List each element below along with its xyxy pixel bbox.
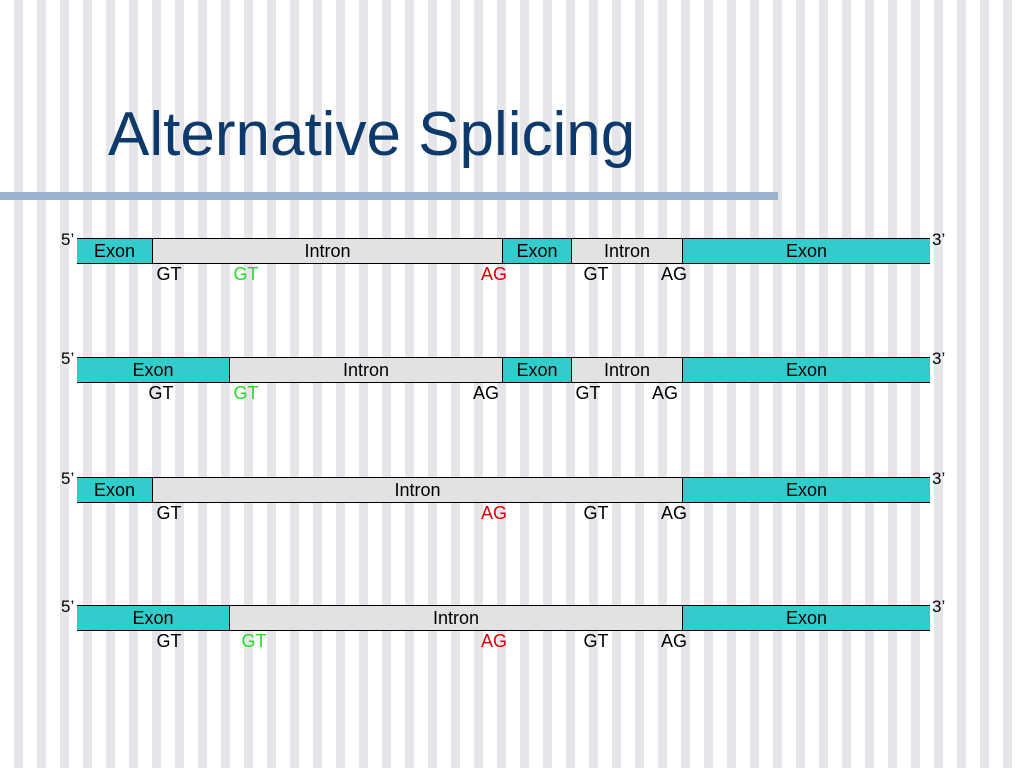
- five-prime-label: 5’: [61, 349, 75, 368]
- pre-mrna-strand: Exon Intron Exon Intron Exon: [77, 238, 930, 264]
- splice-site-gt: GT: [241, 631, 267, 651]
- splice-site-ag: AG: [472, 383, 500, 403]
- exon-segment: Exon: [683, 478, 930, 502]
- slide-title: Alternative Splicing: [108, 100, 636, 169]
- splice-site-gt: GT: [233, 264, 259, 284]
- gene-row-2: 5’ 3’ Exon Intron Exon Intron Exon GT GT AG GT AG: [0, 349, 1024, 419]
- splice-site-ag: AG: [660, 631, 688, 651]
- exon-segment: Exon: [503, 239, 572, 263]
- three-prime-label: 3’: [932, 349, 946, 368]
- exon-segment: Exon: [503, 358, 572, 382]
- splice-site-gt: GT: [233, 383, 259, 403]
- gene-row-1: 5’ 3’ Exon Intron Exon Intron Exon GT GT AG GT AG: [0, 230, 1024, 300]
- splice-site-gt: GT: [156, 631, 182, 651]
- pre-mrna-strand: Exon Intron Exon Intron Exon: [77, 357, 930, 383]
- five-prime-label: 5’: [61, 597, 75, 616]
- exon-segment: Exon: [683, 358, 930, 382]
- splice-site-ag: AG: [480, 503, 508, 523]
- splice-site-gt: GT: [583, 264, 609, 284]
- intron-segment: Intron: [572, 239, 683, 263]
- pre-mrna-strand: Exon Intron Exon: [77, 477, 930, 503]
- intron-segment: Intron: [572, 358, 683, 382]
- intron-segment: Intron: [230, 606, 683, 630]
- intron-segment: Intron: [153, 478, 683, 502]
- splice-site-ag: AG: [480, 264, 508, 284]
- exon-segment: Exon: [683, 239, 930, 263]
- gene-row-3: 5’ 3’ Exon Intron Exon GT AG GT AG: [0, 469, 1024, 539]
- pre-mrna-strand: Exon Intron Exon: [77, 605, 930, 631]
- three-prime-label: 3’: [932, 469, 946, 488]
- splice-site-ag: AG: [651, 383, 679, 403]
- splice-site-gt: GT: [583, 503, 609, 523]
- exon-segment: Exon: [77, 478, 153, 502]
- five-prime-label: 5’: [61, 469, 75, 488]
- splice-site-gt: GT: [583, 631, 609, 651]
- title-underline: [0, 192, 778, 200]
- splice-site-gt: GT: [148, 383, 174, 403]
- three-prime-label: 3’: [932, 597, 946, 616]
- splice-site-gt: GT: [575, 383, 601, 403]
- splice-site-ag: AG: [660, 503, 688, 523]
- exon-segment: Exon: [77, 358, 230, 382]
- gene-row-4: 5’ 3’ Exon Intron Exon GT GT AG GT AG: [0, 597, 1024, 667]
- five-prime-label: 5’: [61, 230, 75, 249]
- splice-site-gt: GT: [156, 264, 182, 284]
- exon-segment: Exon: [77, 606, 230, 630]
- splice-site-ag: AG: [660, 264, 688, 284]
- splice-site-ag: AG: [480, 631, 508, 651]
- intron-segment: Intron: [230, 358, 503, 382]
- exon-segment: Exon: [683, 606, 930, 630]
- intron-segment: Intron: [153, 239, 503, 263]
- splice-site-gt: GT: [156, 503, 182, 523]
- exon-segment: Exon: [77, 239, 153, 263]
- three-prime-label: 3’: [932, 230, 946, 249]
